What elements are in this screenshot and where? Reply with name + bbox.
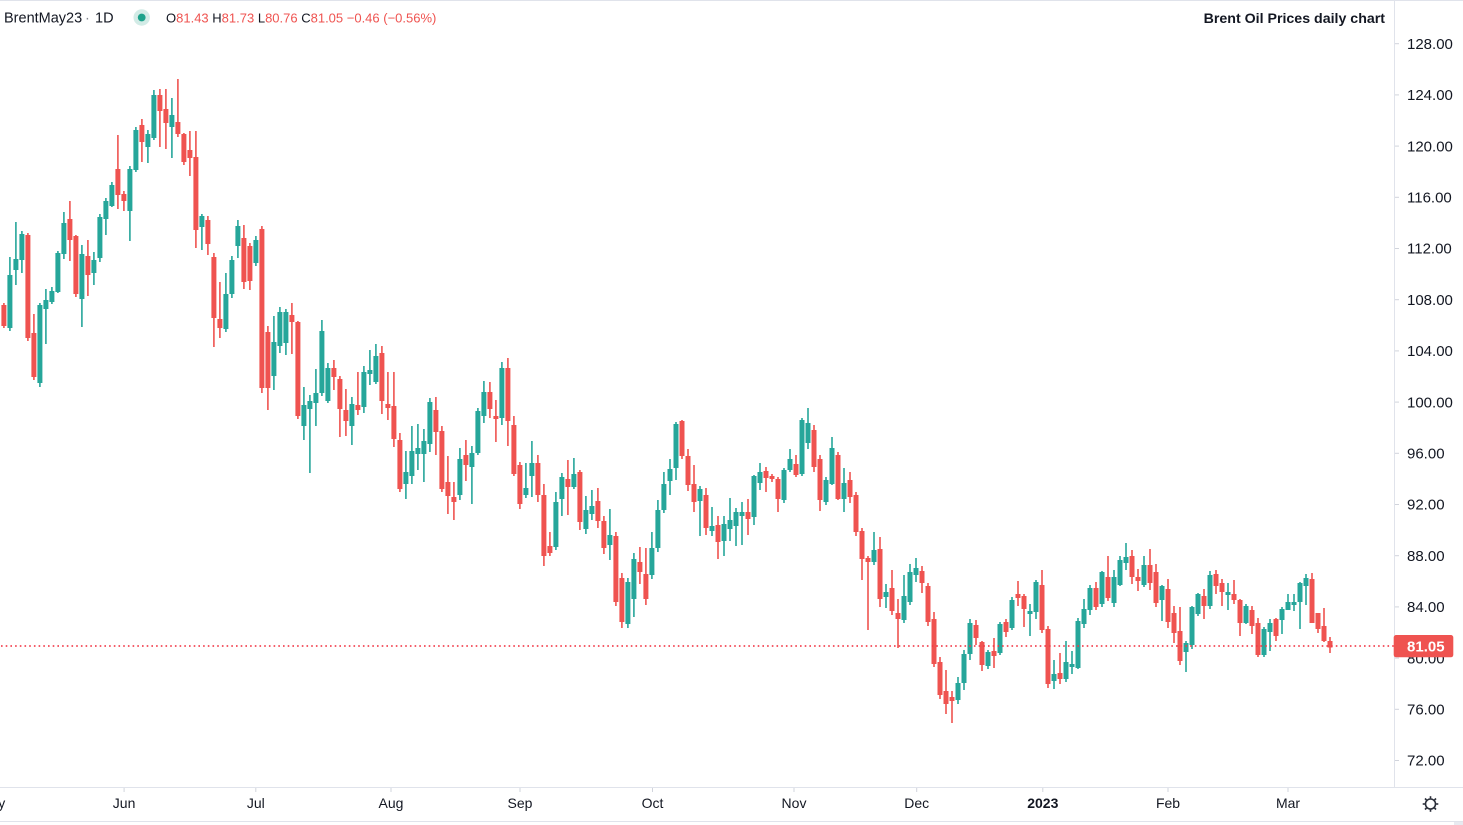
svg-text:BrentMay23: BrentMay23 xyxy=(4,11,82,27)
svg-text:Jul: Jul xyxy=(247,795,265,811)
svg-text:76.00: 76.00 xyxy=(1407,702,1445,719)
svg-text:108.00: 108.00 xyxy=(1407,292,1453,309)
svg-text:124.00: 124.00 xyxy=(1407,87,1453,104)
svg-text:104.00: 104.00 xyxy=(1407,343,1453,360)
svg-text:128.00: 128.00 xyxy=(1407,36,1453,53)
svg-text:112.00: 112.00 xyxy=(1407,241,1452,258)
svg-text:88.00: 88.00 xyxy=(1407,548,1445,565)
svg-text:·: · xyxy=(85,11,90,27)
svg-text:Nov: Nov xyxy=(782,795,807,811)
svg-text:100.00: 100.00 xyxy=(1407,394,1453,411)
svg-text:Feb: Feb xyxy=(1156,795,1180,811)
svg-text:Jun: Jun xyxy=(113,795,136,811)
svg-text:2023: 2023 xyxy=(1027,795,1058,811)
svg-text:Brent Oil Prices daily chart: Brent Oil Prices daily chart xyxy=(1204,11,1386,27)
svg-text:81.05: 81.05 xyxy=(1407,639,1445,656)
svg-text:84.00: 84.00 xyxy=(1407,599,1445,616)
svg-text:O81.43 H81.73 L80.76 C81.05: O81.43 H81.73 L80.76 C81.05 −0.46 (−0.56… xyxy=(166,11,436,26)
svg-text:May: May xyxy=(0,795,5,811)
svg-text:92.00: 92.00 xyxy=(1407,497,1445,514)
svg-text:Oct: Oct xyxy=(642,795,664,811)
svg-text:Mar: Mar xyxy=(1276,795,1300,811)
svg-text:116.00: 116.00 xyxy=(1407,190,1452,207)
svg-text:1D: 1D xyxy=(95,11,114,27)
svg-text:96.00: 96.00 xyxy=(1407,446,1445,463)
svg-text:Dec: Dec xyxy=(904,795,929,811)
svg-text:Sep: Sep xyxy=(508,795,533,811)
svg-text:72.00: 72.00 xyxy=(1407,753,1445,770)
svg-text:Aug: Aug xyxy=(379,795,404,811)
svg-text:120.00: 120.00 xyxy=(1407,138,1453,155)
